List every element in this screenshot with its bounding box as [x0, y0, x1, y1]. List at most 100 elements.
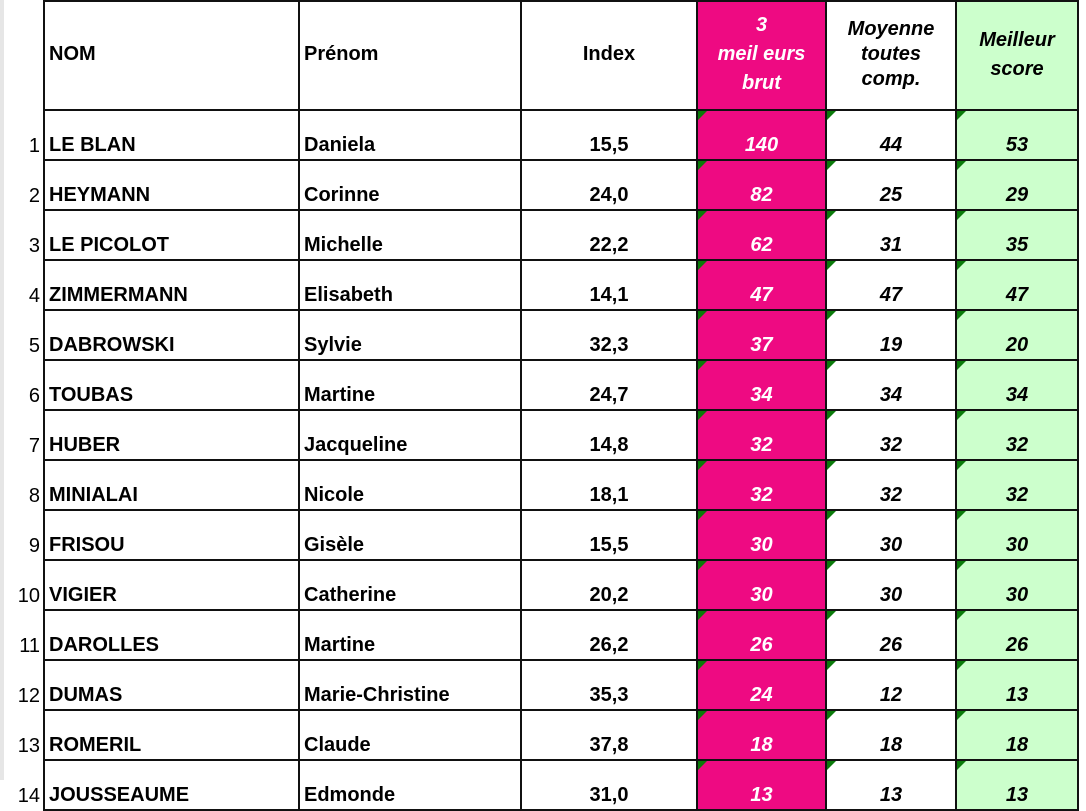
- header-index[interactable]: Index: [520, 0, 698, 111]
- header-prenom[interactable]: Prénom: [298, 0, 522, 111]
- meilleur-cell[interactable]: 32: [955, 459, 1079, 511]
- rank-cell[interactable]: 14: [0, 760, 45, 810]
- rank-cell[interactable]: 1: [0, 110, 45, 160]
- prenom-cell[interactable]: Edmonde: [298, 759, 522, 811]
- moyenne-cell[interactable]: 19: [825, 309, 957, 361]
- best3-cell[interactable]: 18: [696, 709, 827, 761]
- index-cell[interactable]: 31,0: [520, 759, 698, 811]
- best3-cell[interactable]: 13: [696, 759, 827, 811]
- nom-cell[interactable]: HEYMANN: [43, 159, 300, 211]
- rank-cell[interactable]: 10: [0, 560, 45, 610]
- nom-cell[interactable]: DUMAS: [43, 659, 300, 711]
- nom-cell[interactable]: DABROWSKI: [43, 309, 300, 361]
- moyenne-cell[interactable]: 30: [825, 509, 957, 561]
- moyenne-cell[interactable]: 32: [825, 409, 957, 461]
- prenom-cell[interactable]: Catherine: [298, 559, 522, 611]
- header-meilleur[interactable]: Meilleur score: [955, 0, 1079, 111]
- prenom-cell[interactable]: Elisabeth: [298, 259, 522, 311]
- best3-cell[interactable]: 37: [696, 309, 827, 361]
- best3-cell[interactable]: 34: [696, 359, 827, 411]
- nom-cell[interactable]: HUBER: [43, 409, 300, 461]
- best3-cell[interactable]: 82: [696, 159, 827, 211]
- index-cell[interactable]: 15,5: [520, 509, 698, 561]
- moyenne-cell[interactable]: 47: [825, 259, 957, 311]
- prenom-cell[interactable]: Martine: [298, 609, 522, 661]
- moyenne-cell[interactable]: 13: [825, 759, 957, 811]
- index-cell[interactable]: 37,8: [520, 709, 698, 761]
- index-cell[interactable]: 14,1: [520, 259, 698, 311]
- meilleur-cell[interactable]: 35: [955, 209, 1079, 261]
- index-cell[interactable]: 24,0: [520, 159, 698, 211]
- rank-cell[interactable]: 4: [0, 260, 45, 310]
- meilleur-cell[interactable]: 53: [955, 109, 1079, 161]
- nom-cell[interactable]: TOUBAS: [43, 359, 300, 411]
- index-cell[interactable]: 24,7: [520, 359, 698, 411]
- nom-cell[interactable]: LE PICOLOT: [43, 209, 300, 261]
- nom-cell[interactable]: VIGIER: [43, 559, 300, 611]
- meilleur-cell[interactable]: 30: [955, 509, 1079, 561]
- nom-cell[interactable]: DAROLLES: [43, 609, 300, 661]
- meilleur-cell[interactable]: 30: [955, 559, 1079, 611]
- meilleur-cell[interactable]: 13: [955, 659, 1079, 711]
- index-cell[interactable]: 32,3: [520, 309, 698, 361]
- index-cell[interactable]: 14,8: [520, 409, 698, 461]
- prenom-cell[interactable]: Michelle: [298, 209, 522, 261]
- nom-cell[interactable]: JOUSSEAUME: [43, 759, 300, 811]
- rank-cell[interactable]: 9: [0, 510, 45, 560]
- moyenne-cell[interactable]: 25: [825, 159, 957, 211]
- moyenne-cell[interactable]: 18: [825, 709, 957, 761]
- meilleur-cell[interactable]: 13: [955, 759, 1079, 811]
- moyenne-cell[interactable]: 30: [825, 559, 957, 611]
- header-best3[interactable]: 3 meil eurs brut: [696, 0, 827, 111]
- rank-cell[interactable]: 6: [0, 360, 45, 410]
- rank-cell[interactable]: 12: [0, 660, 45, 710]
- moyenne-cell[interactable]: 34: [825, 359, 957, 411]
- index-cell[interactable]: 15,5: [520, 109, 698, 161]
- index-cell[interactable]: 20,2: [520, 559, 698, 611]
- meilleur-cell[interactable]: 18: [955, 709, 1079, 761]
- moyenne-cell[interactable]: 44: [825, 109, 957, 161]
- best3-cell[interactable]: 32: [696, 409, 827, 461]
- meilleur-cell[interactable]: 26: [955, 609, 1079, 661]
- prenom-cell[interactable]: Sylvie: [298, 309, 522, 361]
- meilleur-cell[interactable]: 47: [955, 259, 1079, 311]
- rank-cell[interactable]: 3: [0, 210, 45, 260]
- prenom-cell[interactable]: Jacqueline: [298, 409, 522, 461]
- prenom-cell[interactable]: Gisèle: [298, 509, 522, 561]
- nom-cell[interactable]: LE BLAN: [43, 109, 300, 161]
- moyenne-cell[interactable]: 31: [825, 209, 957, 261]
- meilleur-cell[interactable]: 32: [955, 409, 1079, 461]
- nom-cell[interactable]: FRISOU: [43, 509, 300, 561]
- meilleur-cell[interactable]: 29: [955, 159, 1079, 211]
- best3-cell[interactable]: 140: [696, 109, 827, 161]
- index-cell[interactable]: 22,2: [520, 209, 698, 261]
- rank-cell[interactable]: 5: [0, 310, 45, 360]
- meilleur-cell[interactable]: 34: [955, 359, 1079, 411]
- index-cell[interactable]: 35,3: [520, 659, 698, 711]
- rank-cell[interactable]: 8: [0, 460, 45, 510]
- prenom-cell[interactable]: Daniela: [298, 109, 522, 161]
- rank-cell[interactable]: 11: [0, 610, 45, 660]
- prenom-cell[interactable]: Claude: [298, 709, 522, 761]
- nom-cell[interactable]: MINIALAI: [43, 459, 300, 511]
- prenom-cell[interactable]: Nicole: [298, 459, 522, 511]
- moyenne-cell[interactable]: 12: [825, 659, 957, 711]
- prenom-cell[interactable]: Martine: [298, 359, 522, 411]
- prenom-cell[interactable]: Corinne: [298, 159, 522, 211]
- index-cell[interactable]: 26,2: [520, 609, 698, 661]
- nom-cell[interactable]: ROMERIL: [43, 709, 300, 761]
- meilleur-cell[interactable]: 20: [955, 309, 1079, 361]
- best3-cell[interactable]: 62: [696, 209, 827, 261]
- best3-cell[interactable]: 24: [696, 659, 827, 711]
- moyenne-cell[interactable]: 26: [825, 609, 957, 661]
- rank-cell[interactable]: 7: [0, 410, 45, 460]
- index-cell[interactable]: 18,1: [520, 459, 698, 511]
- rank-cell[interactable]: 13: [0, 710, 45, 760]
- best3-cell[interactable]: 26: [696, 609, 827, 661]
- best3-cell[interactable]: 30: [696, 559, 827, 611]
- prenom-cell[interactable]: Marie-Christine: [298, 659, 522, 711]
- best3-cell[interactable]: 32: [696, 459, 827, 511]
- header-nom[interactable]: NOM: [43, 0, 300, 111]
- moyenne-cell[interactable]: 32: [825, 459, 957, 511]
- best3-cell[interactable]: 30: [696, 509, 827, 561]
